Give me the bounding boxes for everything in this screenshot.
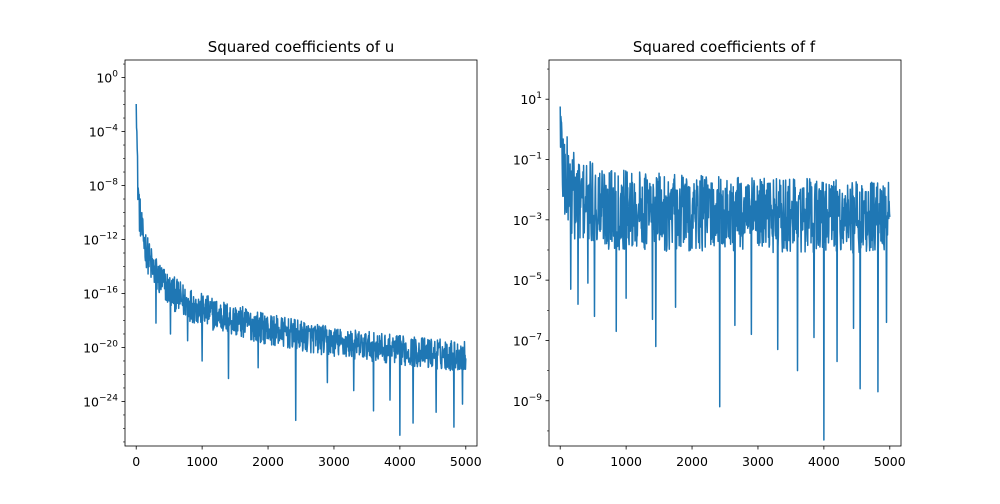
x-tick-label-f: 3000: [742, 454, 774, 469]
x-tick-label-f: 5000: [874, 454, 906, 469]
chart-title-f: Squared coefficients of f: [633, 38, 816, 56]
y-tick-label-f: 10−7: [513, 332, 542, 348]
chart-panel-u: Squared coefficients of u 0 1000 2000 3000 4…: [83, 38, 482, 469]
y-tick-label-u: 10−8: [89, 178, 118, 194]
y-tick-label-u: 10−16: [83, 285, 118, 301]
data-line-u: [135, 103, 467, 436]
x-tick-label-u: 5000: [450, 454, 482, 469]
y-tick-label-f: 10−1: [513, 152, 542, 168]
axes-frame-f: [548, 59, 902, 447]
axes-frame-u: [124, 59, 478, 447]
y-tick-label-u: 10−24: [83, 393, 118, 409]
y-tick-label-u: 10−4: [89, 124, 118, 140]
plot-area-f: 0 1000 2000 3000 4000 5000 101 10−1 10−3 10−5 10−7…: [513, 59, 906, 469]
x-tick-label-u: 3000: [318, 454, 350, 469]
plot-area-u: 0 1000 2000 3000 4000 5000 100 10−4 10−8 10−12 10−…: [83, 59, 482, 469]
y-tick-label-f: 10−9: [513, 393, 542, 409]
x-tick-label-f: 0: [556, 454, 564, 469]
chart-panel-f: Squared coefficients of f 0 1000 2000 3000 4…: [513, 38, 906, 469]
y-tick-label-u: 10−20: [83, 339, 118, 355]
x-tick-label-u: 1000: [186, 454, 218, 469]
x-tick-label-u: 0: [132, 454, 140, 469]
y-tick-label-f: 10−3: [513, 212, 542, 228]
y-tick-label-u: 10−12: [83, 232, 118, 248]
chart-title-u: Squared coefficients of u: [208, 38, 395, 56]
x-tick-label-u: 4000: [384, 454, 416, 469]
y-tick-label-f: 10−5: [513, 272, 542, 288]
y-tick-label-f: 101: [520, 91, 542, 107]
x-tick-label-u: 2000: [252, 454, 284, 469]
x-tick-label-f: 1000: [610, 454, 642, 469]
data-line-f: [559, 106, 891, 441]
x-tick-label-f: 4000: [808, 454, 840, 469]
x-tick-label-f: 2000: [676, 454, 708, 469]
y-tick-label-u: 100: [96, 70, 118, 86]
